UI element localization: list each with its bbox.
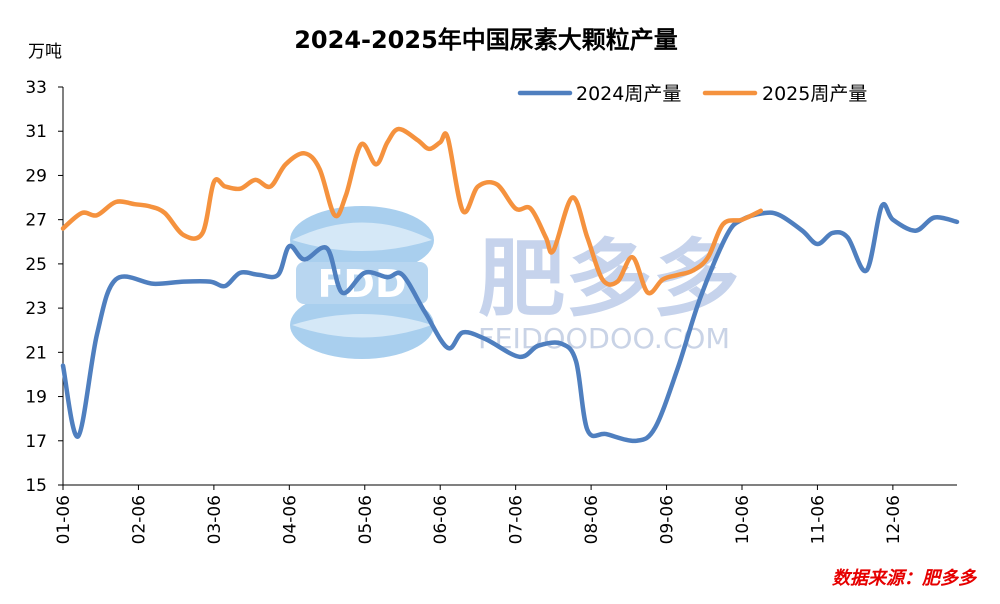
- y-tick-label: 25: [25, 255, 47, 275]
- legend-label-2024: 2024周产量: [576, 83, 681, 105]
- x-tick-label: 08-06: [582, 495, 602, 544]
- y-tick-label: 29: [25, 166, 47, 186]
- x-tick-label: 10-06: [733, 495, 753, 544]
- y-tick-label: 23: [25, 299, 47, 319]
- x-tick-label: 02-06: [129, 495, 149, 544]
- y-tick-label: 27: [25, 211, 47, 231]
- x-tick-label: 01-06: [54, 495, 74, 544]
- watermark-brand: 肥多多: [478, 230, 740, 328]
- watermark-logo-icon: FDD: [290, 206, 434, 359]
- legend-label-2025: 2025周产量: [762, 83, 867, 105]
- y-tick-label: 33: [25, 78, 47, 98]
- y-axis-unit-label: 万吨: [28, 42, 62, 62]
- y-tick-label: 31: [25, 122, 47, 142]
- x-tick-label: 03-06: [205, 495, 225, 544]
- x-tick-label: 06-06: [431, 495, 451, 544]
- x-tick-label: 04-06: [280, 495, 300, 544]
- series-lines: [60, 126, 960, 444]
- y-tick-label: 17: [25, 432, 47, 452]
- y-tick-label: 15: [25, 476, 47, 496]
- series-line-2024: [60, 202, 960, 444]
- y-tick-label: 19: [25, 388, 47, 408]
- x-tick-label: 11-06: [808, 495, 828, 544]
- legend: 2024周产量 2025周产量: [517, 83, 867, 105]
- watermark: FDD 肥多多 FEIDOODOO.COM: [290, 206, 740, 359]
- watermark-logo-text: FDD: [317, 262, 406, 306]
- chart-title: 2024-2025年中国尿素大颗粒产量: [294, 26, 678, 54]
- y-axis-ticks: 15 17 19 21 23 25 27 29 31 33: [25, 78, 63, 496]
- y-tick-label: 21: [25, 343, 47, 363]
- x-tick-label: 07-06: [507, 495, 527, 544]
- x-axis-ticks: 01-06 02-06 03-06 04-06 05-06 06-06 07-06 08-06…: [54, 485, 904, 544]
- x-tick-label: 12-06: [884, 495, 904, 544]
- x-tick-label: 09-06: [658, 495, 678, 544]
- series-line-2025: [60, 126, 764, 296]
- data-source-label: 数据来源：肥多多: [832, 568, 978, 589]
- x-tick-label: 05-06: [356, 495, 376, 544]
